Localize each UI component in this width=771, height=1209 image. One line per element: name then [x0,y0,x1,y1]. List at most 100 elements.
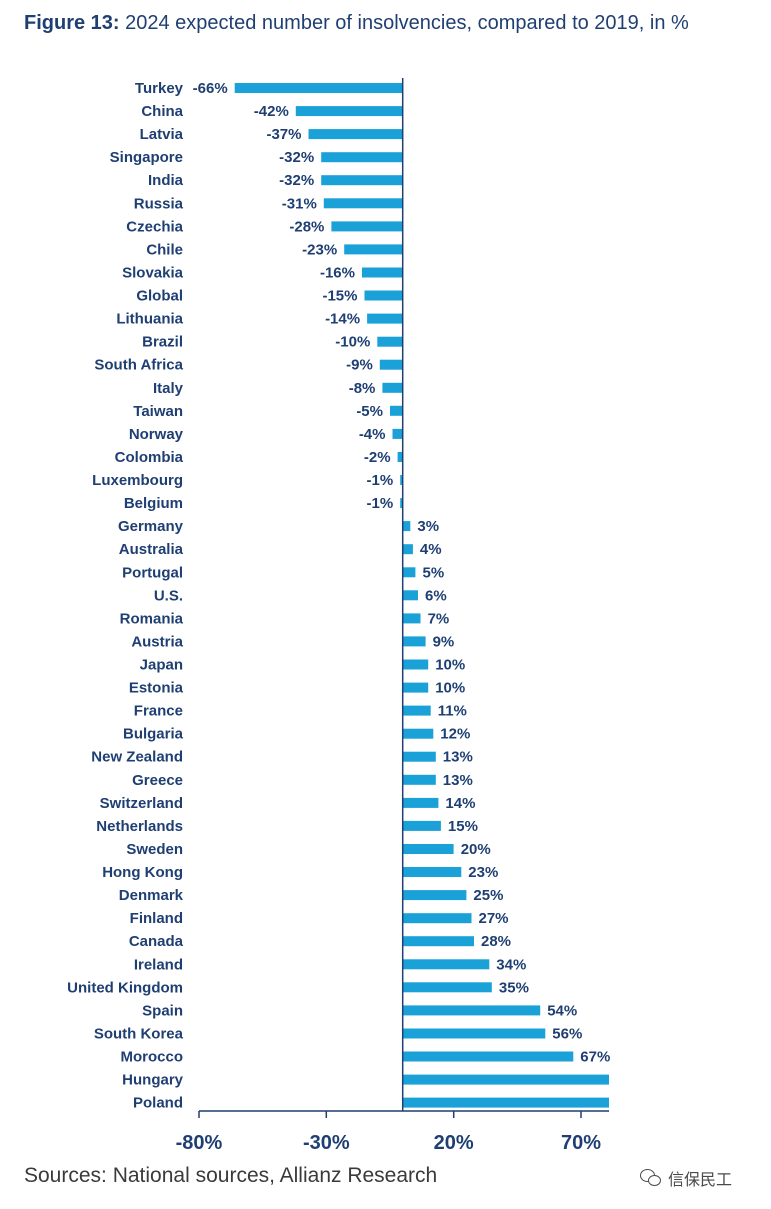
category-label: Netherlands [96,818,183,835]
value-labels-layer: -66% -42% -37% -32% -32% -31% -28% -23% -16% -15%… [193,80,611,1066]
category-label: Colombia [115,449,184,466]
bar-india [321,175,403,186]
bar-taiwan [390,405,403,416]
category-label: U.S. [154,587,183,604]
bar-greece [402,774,436,785]
category-label: Canada [129,933,184,950]
bar-norway [392,428,403,439]
bar-russia [323,198,403,209]
wechat-icon [640,1169,662,1187]
bar-global [364,290,403,301]
bar-slovakia [362,267,403,278]
category-label: Lithuania [116,311,183,328]
figure-number: Figure 13: [24,12,120,34]
category-label: South Korea [94,1026,184,1043]
bar-belgium [400,498,403,509]
value-label: 14% [445,795,475,812]
bar-spain [402,1005,541,1016]
bar-netherlands [402,820,441,831]
category-label: Australia [119,541,184,558]
value-label: -32% [279,149,314,166]
value-label: 27% [479,910,509,927]
category-label: Luxembourg [92,472,183,489]
bar-morocco [402,1051,574,1062]
bar-switzerland [402,797,439,808]
value-label: 5% [423,564,445,581]
bar-south-korea [402,1028,546,1039]
category-label: Turkey [135,80,184,97]
value-label: 20% [461,841,491,858]
category-label: Belgium [124,495,183,512]
category-label: Bulgaria [123,726,184,743]
value-label: -14% [325,311,360,328]
category-label: Romania [120,610,184,627]
value-label: -9% [346,357,373,374]
category-label: Russia [134,195,184,212]
value-label: -2% [364,449,391,466]
value-label: 34% [496,956,526,973]
value-label: -28% [289,218,324,235]
bar-u-s- [402,590,418,601]
value-label: 11% [438,703,467,720]
category-label: Germany [118,518,184,535]
category-label: Sweden [126,841,183,858]
category-label: Latvia [140,126,184,143]
x-tick-label: 20% [434,1132,474,1154]
value-label: 54% [547,1002,577,1019]
value-label: -5% [356,403,383,420]
category-label: India [148,172,184,189]
category-label: Portugal [122,564,183,581]
bar-china [295,106,403,117]
category-label: Norway [129,426,184,443]
value-label: 6% [425,587,447,604]
category-label: Global [136,288,183,305]
category-label: Italy [153,380,184,397]
value-label: 23% [468,864,498,881]
value-label: 10% [435,680,465,697]
value-label: 13% [443,749,473,766]
bar-france [402,705,431,716]
bar-new-zealand [402,751,436,762]
category-label: China [141,103,183,120]
bar-hong-kong [402,867,462,877]
bar-denmark [402,890,467,901]
value-label: 13% [443,772,473,789]
value-label: -37% [266,126,301,143]
bar-portugal [402,567,416,578]
category-label: Hungary [122,1072,184,1089]
value-label: -66% [193,80,228,97]
category-label: Taiwan [133,403,183,420]
category-label: Estonia [129,680,184,697]
category-label: United Kingdom [67,979,183,996]
value-label: 7% [428,610,450,627]
value-label: 15% [448,818,478,835]
source-note: Sources: National sources, Allianz Resea… [24,1164,438,1187]
bar-japan [402,659,429,670]
category-label: Austria [131,633,183,650]
value-label: 35% [499,979,529,996]
value-label: -23% [302,241,337,258]
category-label: Hong Kong [102,864,183,881]
value-label: -42% [254,103,289,120]
bar-bulgaria [402,728,434,739]
chart-title: Figure 13: 2024 expected number of insol… [24,12,689,35]
category-label: Brazil [142,334,183,351]
bar-italy [382,382,403,393]
value-label: 3% [417,518,439,535]
category-label: France [134,703,183,720]
bar-colombia [397,452,403,462]
category-label: Slovakia [122,265,184,282]
bar-estonia [402,682,429,693]
bar-ireland [402,959,490,970]
bar-turkey [234,83,403,93]
category-label: Greece [132,772,183,789]
category-label: Czechia [126,218,183,235]
bars-layer [234,83,609,1108]
bar-latvia [308,129,403,140]
category-label: Ireland [134,956,183,973]
bar-poland [402,1097,609,1108]
x-tick-label: -80% [176,1132,223,1154]
bar-chile [344,244,403,255]
bar-romania [402,613,421,624]
